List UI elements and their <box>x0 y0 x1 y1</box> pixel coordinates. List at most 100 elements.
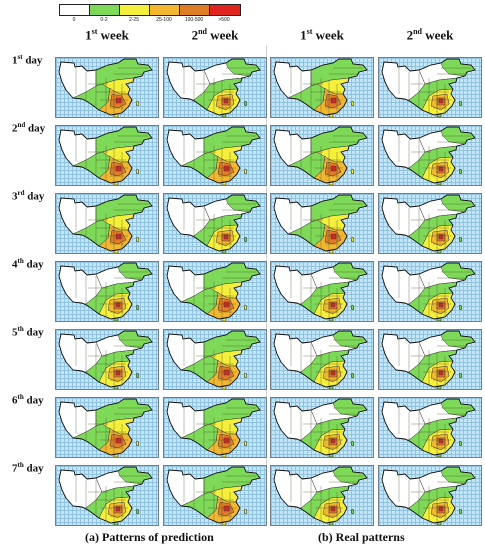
map-region-4-3-7 <box>438 370 444 376</box>
map-region-6-1-6 <box>223 505 230 512</box>
map-thumbnail-day6-col2 <box>163 397 267 458</box>
column-header-real-week-1: 1st week <box>300 27 344 43</box>
map-outline <box>166 58 261 116</box>
map-islands <box>221 508 248 525</box>
map-region-5-3-7 <box>438 438 444 444</box>
row-label-day-5: 5th day <box>12 325 44 339</box>
map-outline <box>58 126 153 184</box>
map-islands <box>328 168 355 185</box>
map-thumbnail-day6-col1 <box>55 397 159 458</box>
map-thumbnail-day6-col4 <box>378 397 482 458</box>
map-region-4-0-7 <box>115 370 121 376</box>
legend-label-3: 25-100 <box>156 17 172 23</box>
map-islands <box>436 508 463 525</box>
map-islands <box>113 440 140 457</box>
row-label-day-3: 3rd day <box>12 189 45 203</box>
map-region-5-2-7 <box>330 438 336 444</box>
map-thumbnail-day2-col1 <box>55 125 159 186</box>
map-outline <box>273 262 368 320</box>
row-label-day-6: 6th day <box>12 393 44 407</box>
caption-prediction: (a) Patterns of prediction <box>85 530 214 544</box>
map-thumbnail-day1-col2 <box>163 57 267 118</box>
legend-label-1: 0-2 <box>100 17 108 23</box>
row-label-day-1: 1st day <box>12 53 43 67</box>
map-islands <box>221 304 248 321</box>
map-outline <box>273 398 368 456</box>
map-outline <box>273 58 368 116</box>
legend-swatch-2 <box>120 5 150 15</box>
map-province-lines <box>398 135 471 182</box>
map-islands <box>113 100 140 117</box>
map-islands <box>436 372 463 389</box>
map-province-lines <box>75 475 148 522</box>
map-islands <box>221 440 248 457</box>
legend-labels: 0 0-2 2-25 25-100 100-500 >500 <box>59 16 241 24</box>
map-thumbnail-day4-col1 <box>55 261 159 322</box>
map-thumbnail-day2-col4 <box>378 125 482 186</box>
map-region-2-0-6 <box>115 233 122 240</box>
map-region-0-2-6 <box>330 97 337 104</box>
legend-swatch-3 <box>150 5 180 15</box>
map-thumbnail-day7-col4 <box>378 465 482 526</box>
map-region-2-1-7 <box>223 234 229 240</box>
map-region-6-3-7 <box>438 506 444 512</box>
map-outline <box>381 194 476 252</box>
map-thumbnail-day7-col2 <box>163 465 267 526</box>
map-thumbnail-day4-col3 <box>270 261 374 322</box>
map-thumbnail-day7-col3 <box>270 465 374 526</box>
map-region-6-0-7 <box>115 506 121 512</box>
legend-swatch-0 <box>60 5 90 15</box>
map-thumbnail-day7-col1 <box>55 465 159 526</box>
map-province-lines <box>398 67 471 114</box>
map-islands <box>328 508 355 525</box>
row-label-day-2: 2nd day <box>12 121 46 135</box>
color-legend: 0 0-2 2-25 25-100 100-500 >500 <box>59 4 241 24</box>
map-province-lines <box>398 339 471 386</box>
map-thumbnail-day5-col1 <box>55 329 159 390</box>
map-outline <box>273 330 368 388</box>
map-islands <box>436 100 463 117</box>
map-province-lines <box>183 339 256 386</box>
map-outline <box>58 466 153 524</box>
map-thumbnail-day6-col3 <box>270 397 374 458</box>
column-header-real-week-2: 2nd week <box>406 27 454 43</box>
map-region-1-3-7 <box>438 166 444 172</box>
map-outline <box>273 466 368 524</box>
map-region-4-2-7 <box>330 370 336 376</box>
map-province-lines <box>290 135 363 182</box>
map-region-6-2-7 <box>330 506 336 512</box>
legend-swatch-4 <box>180 5 210 15</box>
map-outline <box>381 466 476 524</box>
map-region-1-2-6 <box>330 165 337 172</box>
map-province-lines <box>398 203 471 250</box>
map-region-2-3-7 <box>438 234 444 240</box>
map-islands <box>328 100 355 117</box>
map-region-4-1-6 <box>223 369 230 376</box>
map-province-lines <box>75 203 148 250</box>
column-header-pred-week-1: 1st week <box>85 27 129 43</box>
map-outline <box>166 262 261 320</box>
map-outline <box>381 262 476 320</box>
map-thumbnail-day4-col4 <box>378 261 482 322</box>
map-outline <box>58 398 153 456</box>
row-label-day-4: 4th day <box>12 257 44 271</box>
map-region-5-0-6 <box>115 437 122 444</box>
map-province-lines <box>290 203 363 250</box>
map-islands <box>221 236 248 253</box>
map-outline <box>58 262 153 320</box>
map-outline <box>166 398 261 456</box>
map-region-3-2-7 <box>330 302 336 308</box>
map-thumbnail-day5-col4 <box>378 329 482 390</box>
map-province-lines <box>183 271 256 318</box>
map-islands <box>113 372 140 389</box>
map-region-1-0-6 <box>115 165 122 172</box>
map-outline <box>273 194 368 252</box>
map-thumbnail-day2-col2 <box>163 125 267 186</box>
map-outline <box>381 330 476 388</box>
map-islands <box>113 304 140 321</box>
map-islands <box>328 440 355 457</box>
legend-label-2: 2-25 <box>128 17 139 23</box>
legend-swatch-1 <box>90 5 120 15</box>
legend-label-4: 100-500 <box>184 17 204 23</box>
map-islands <box>221 100 248 117</box>
